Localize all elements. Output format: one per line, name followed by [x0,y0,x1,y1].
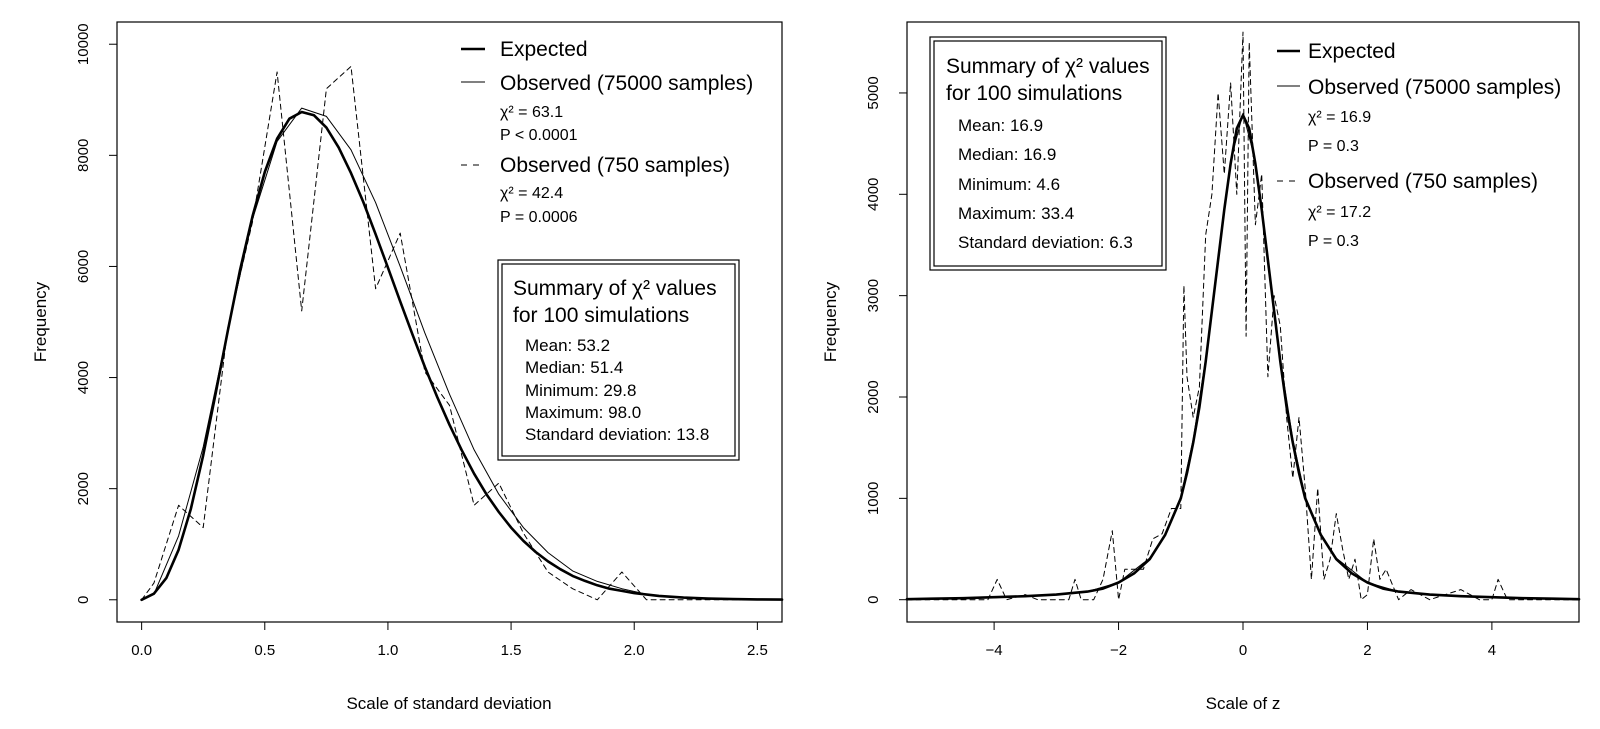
x-tick-label: 2 [1363,642,1371,659]
summary-title: Summary of χ² values [513,277,717,300]
x-axis-label: Scale of z [1206,694,1281,713]
legend-stat-p: P = 0.3 [1308,233,1359,250]
x-tick-label: 4 [1488,642,1496,659]
y-tick-label: 2000 [75,472,92,505]
series-group [140,65,784,602]
legend: Expected Observed (75000 samples) χ² = 1… [1277,40,1561,250]
y-axis-label: Frequency [31,281,50,362]
summary-maximum: Maximum: 98.0 [525,403,641,422]
summary-median: Median: 16.9 [958,145,1056,164]
summary-box: Summary of χ² values for 100 simulations… [497,259,740,461]
legend-label-observed-750: Observed (750 samples) [1308,170,1538,193]
legend-stat-p: P = 0.3 [1308,138,1359,155]
legend-stat-chi2: χ² = 42.4 [500,185,563,202]
y-tick-label: 3000 [865,279,882,312]
summary-minimum: Minimum: 4.6 [958,175,1060,194]
x-tick-label: −2 [1110,642,1127,659]
legend-label-expected: Expected [1308,40,1396,63]
y-tick-label: 0 [75,596,92,604]
y-axis-label: Frequency [821,281,840,362]
y-tick-label: 8000 [75,139,92,172]
legend-stat-chi2: χ² = 16.9 [1308,109,1371,126]
legend-stat-p: P < 0.0001 [500,127,578,144]
legend-stat-chi2: χ² = 63.1 [500,104,563,121]
x-tick-label: 1.5 [501,642,522,659]
series-line-thick-solid [140,110,784,602]
summary-maximum: Maximum: 33.4 [958,204,1074,223]
y-tick-label: 1000 [865,482,882,515]
legend-stat-chi2: χ² = 17.2 [1308,204,1371,221]
x-tick-label: 2.0 [624,642,645,659]
summary-box-outer [929,36,1167,271]
summary-subtitle: for 100 simulations [513,304,689,327]
summary-mean: Mean: 16.9 [958,116,1043,135]
axes: 0.0 0.5 1.0 1.5 2.0 2.5 0 2000 4000 6000 8000 10000 [75,23,768,659]
legend: Expected Observed (75000 samples) χ² = 6… [461,38,753,226]
summary-sd: Standard deviation: 6.3 [958,233,1133,252]
legend-label-expected: Expected [500,38,588,61]
y-tick-label: 4000 [75,361,92,394]
series-group [905,31,1581,601]
x-tick-label: 1.0 [377,642,398,659]
x-tick-label: 0.0 [131,642,152,659]
x-tick-label: 2.5 [747,642,768,659]
y-tick-label: 5000 [865,76,882,109]
summary-box: Summary of χ² values for 100 simulations… [929,36,1167,271]
legend-stat-p: P = 0.0006 [500,209,578,226]
x-tick-label: −4 [986,642,1003,659]
summary-mean: Mean: 53.2 [525,336,610,355]
x-tick-label: 0 [1239,642,1247,659]
y-tick-label: 10000 [75,23,92,65]
summary-box-outer [497,259,740,461]
y-tick-label: 0 [865,596,882,604]
summary-box-inner [933,40,1163,267]
legend-label-observed-75000: Observed (75000 samples) [1308,76,1561,99]
summary-title: Summary of χ² values [946,55,1150,78]
legend-label-observed-75000: Observed (75000 samples) [500,72,753,95]
legend-label-observed-750: Observed (750 samples) [500,154,730,177]
x-axis-label: Scale of standard deviation [346,694,551,713]
x-tick-label: 0.5 [254,642,275,659]
summary-minimum: Minimum: 29.8 [525,381,636,400]
y-tick-label: 2000 [865,380,882,413]
summary-sd: Standard deviation: 13.8 [525,425,709,444]
series-line-thick-solid [905,113,1581,601]
left-chart: 0.0 0.5 1.0 1.5 2.0 2.5 0 2000 4000 6000 8000 10000… [31,21,784,713]
axes: −4 −2 0 2 4 0 1000 2000 3000 4000 5000 [865,76,1496,659]
series-line-dashed [906,31,1580,601]
y-tick-label: 4000 [865,178,882,211]
y-tick-label: 6000 [75,250,92,283]
summary-box-inner [501,263,736,457]
summary-subtitle: for 100 simulations [946,82,1122,105]
summary-median: Median: 51.4 [525,358,623,377]
